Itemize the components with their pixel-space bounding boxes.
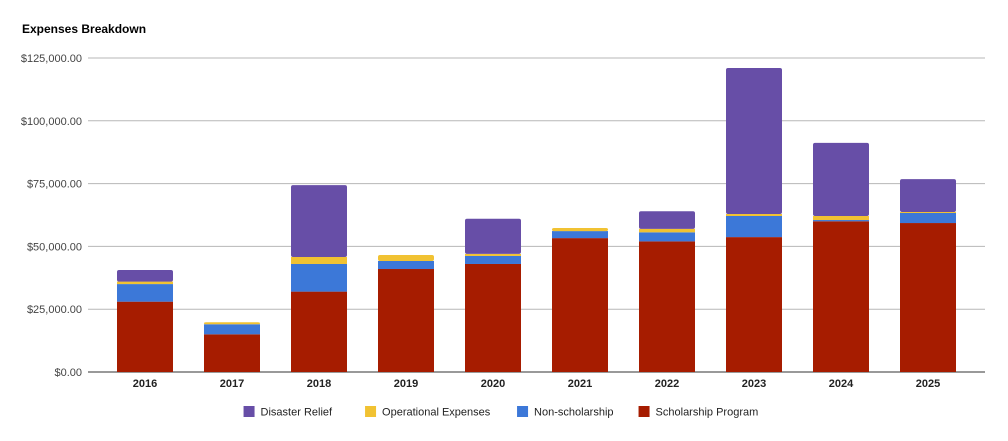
bar-segment — [900, 212, 956, 224]
x-tick-label: 2024 — [829, 378, 854, 390]
bar-segment — [726, 68, 782, 214]
x-tick-label: 2019 — [394, 378, 418, 390]
x-tick-label: 2021 — [568, 378, 592, 390]
bar-segment — [291, 291, 347, 372]
y-tick-label: $25,000.00 — [27, 304, 82, 316]
legend-swatch — [365, 406, 377, 417]
bar-segment — [552, 238, 608, 372]
bar-segment — [117, 270, 173, 282]
x-tick-label: 2018 — [307, 378, 331, 390]
x-tick-label: 2017 — [220, 378, 244, 390]
legend-swatch — [243, 406, 255, 417]
y-tick-label: $0.00 — [54, 367, 82, 379]
bar-segment — [813, 220, 869, 222]
legend-label: Operational Expenses — [382, 407, 491, 419]
x-tick-label: 2025 — [916, 378, 940, 390]
bar-segment — [378, 260, 434, 270]
bar-segment — [726, 237, 782, 372]
bar-segment — [465, 218, 521, 254]
legend-label: Non-scholarship — [534, 407, 613, 419]
bar-segment — [639, 241, 695, 372]
bar-segment — [465, 253, 521, 256]
y-tick-label: $50,000.00 — [27, 241, 82, 253]
legend-swatch — [517, 406, 529, 417]
bar-segment — [900, 179, 956, 212]
y-tick-label: $125,000.00 — [21, 53, 82, 65]
bar-segment — [726, 216, 782, 238]
bar-segment — [813, 216, 869, 221]
x-tick-label: 2016 — [133, 378, 157, 390]
y-tick-label: $75,000.00 — [27, 179, 82, 191]
bar-segment — [378, 254, 434, 261]
x-tick-label: 2022 — [655, 378, 679, 390]
bar-segment — [291, 185, 347, 257]
bar-segment — [726, 213, 782, 217]
bar-segment — [117, 284, 173, 302]
bar-segment — [117, 281, 173, 285]
bar-segment — [639, 228, 695, 233]
x-tick-label: 2020 — [481, 378, 505, 390]
bar-segment — [813, 142, 869, 217]
bar-segment — [900, 211, 956, 213]
bar-segment — [204, 334, 260, 372]
bar-segment — [465, 263, 521, 372]
bar-segment — [813, 221, 869, 372]
legend-swatch — [638, 406, 650, 417]
y-tick-label: $100,000.00 — [21, 116, 82, 128]
bar-segment — [639, 211, 695, 229]
bar-segment — [900, 223, 956, 372]
bar-segment — [639, 232, 695, 242]
bar-segment — [117, 301, 173, 372]
x-tick-label: 2023 — [742, 378, 766, 390]
bar-segment — [204, 324, 260, 335]
bar-segment — [291, 263, 347, 292]
bar-segment — [552, 228, 608, 232]
bar-segment — [204, 322, 260, 325]
bar-segment — [378, 269, 434, 372]
chart-title: Expenses Breakdown — [22, 22, 147, 36]
bar-segment — [465, 255, 521, 264]
bar-segment — [552, 231, 608, 239]
legend-label: Scholarship Program — [656, 407, 759, 419]
bar-segment — [291, 256, 347, 264]
legend-label: Disaster Relief — [261, 407, 333, 419]
